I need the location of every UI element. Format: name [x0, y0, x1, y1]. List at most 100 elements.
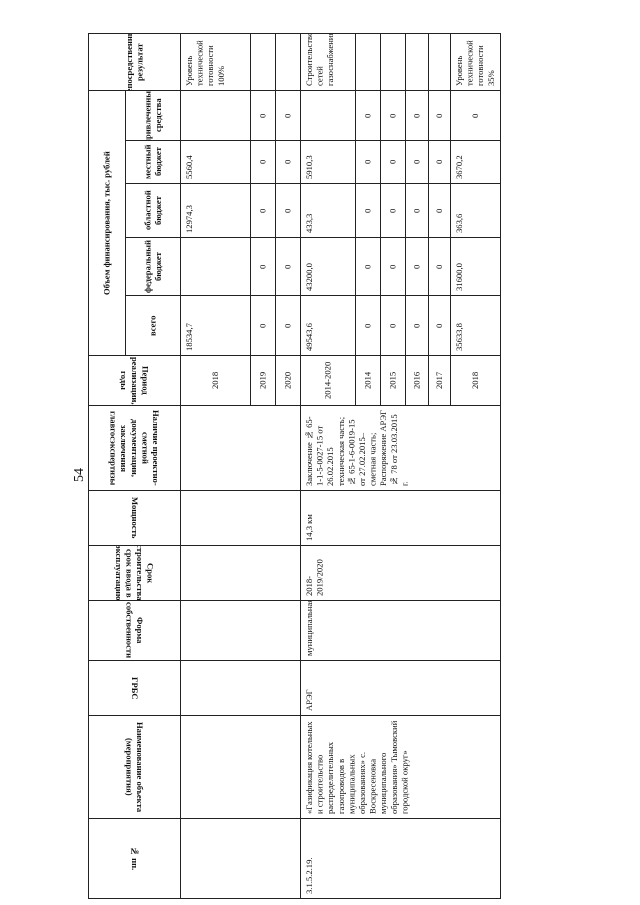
total-cell: 0 — [275, 295, 301, 356]
regional-cell-text: 0 — [362, 208, 373, 213]
empty-cell — [180, 660, 301, 716]
federal-cell-text: 43200,0 — [304, 263, 314, 291]
attracted-cell-text: 0 — [434, 113, 445, 118]
local-cell: 3670,2 — [450, 140, 501, 184]
total-cell-text: 0 — [282, 323, 293, 328]
federal-cell-text: 0 — [362, 264, 373, 269]
result-cell-text — [356, 34, 380, 90]
header-period: Период реализации, годы — [88, 355, 181, 406]
header-funding-text: Объем финансирования, тыс. рублей — [101, 151, 112, 295]
federal-cell-text: 0 — [411, 264, 422, 269]
header-federal: федеральный бюджет — [125, 237, 181, 296]
header-num-text: № пп. — [129, 846, 140, 871]
attracted-cell-text — [181, 91, 250, 140]
local-cell: 5910,3 — [300, 140, 356, 184]
header-psd: Наличие проектно-сметной документации, з… — [88, 405, 181, 491]
attracted-cell-text — [301, 91, 355, 140]
result-cell-text: Уровень технической готовности 100% — [184, 40, 226, 86]
attracted-cell: 0 — [450, 90, 501, 141]
total-cell: 18534,7 — [180, 295, 251, 356]
psd-cell-text: Заключение № 65-1-1-5-0027-15 от 26.02.2… — [304, 410, 410, 486]
result-cell — [405, 33, 429, 91]
total-cell: 0 — [355, 295, 381, 356]
federal-cell-text: 0 — [282, 264, 293, 269]
local-cell-text: 0 — [362, 159, 373, 165]
period-cell: 2017 — [428, 355, 451, 406]
header-total-text: всего — [147, 315, 158, 336]
local-cell-text: 0 — [282, 159, 293, 165]
federal-cell-text: 0 — [387, 264, 398, 269]
regional-cell: 363,6 — [450, 183, 501, 238]
ownership-cell-text: муниципальная — [304, 600, 314, 656]
federal-cell: 31600,0 — [450, 237, 501, 296]
empty-cell — [180, 818, 301, 899]
period-cell: 2019 — [250, 355, 276, 406]
empty-cell-text — [181, 601, 300, 660]
num-cell: 3.1.5.2.19. — [300, 818, 501, 899]
header-attracted-text: привлеченные средства — [142, 90, 163, 141]
attracted-cell-text: 0 — [470, 113, 481, 118]
total-cell-text: 49543,6 — [304, 323, 314, 351]
local-cell: 0 — [355, 140, 381, 184]
federal-cell-text: 31600,0 — [454, 263, 464, 291]
result-cell-text: Строительство сетей газоснабжения — [304, 33, 336, 86]
empty-cell — [180, 715, 301, 819]
header-local-text: местный бюджет — [142, 144, 163, 180]
federal-cell-text: 0 — [257, 264, 268, 269]
local-cell-text: 3670,2 — [454, 155, 464, 179]
capacity-cell: 14,3 км — [300, 490, 501, 546]
total-cell-text: 0 — [411, 323, 422, 328]
federal-cell: 0 — [250, 237, 276, 296]
header-ownership-text: Форма собственности — [124, 602, 146, 659]
header-regional: областной бюджет — [125, 183, 181, 238]
empty-cell — [180, 545, 301, 601]
empty-cell — [180, 405, 301, 491]
header-period-text: Период реализации, годы — [119, 356, 151, 405]
name-cell: «Газификация котельных и строительство р… — [300, 715, 501, 819]
period-cell-text: 2020 — [282, 371, 293, 390]
header-attracted: привлеченные средства — [125, 90, 181, 141]
result-cell: Строительство сетей газоснабжения — [300, 33, 356, 91]
attracted-cell-text: 0 — [362, 113, 373, 118]
attracted-cell-text: 0 — [387, 113, 398, 118]
local-cell-text: 0 — [411, 159, 422, 165]
empty-cell-text — [181, 716, 300, 818]
regional-cell-text: 12974,3 — [184, 205, 194, 233]
regional-cell-text: 0 — [387, 208, 398, 213]
federal-cell — [180, 237, 251, 296]
regional-cell: 0 — [355, 183, 381, 238]
period-cell: 2018 — [180, 355, 251, 406]
attracted-cell-text: 0 — [411, 113, 422, 118]
period-cell: 2014-2020 — [300, 355, 356, 406]
total-cell-text: 18534,7 — [184, 323, 194, 351]
result-cell-text — [406, 34, 428, 90]
local-cell: 0 — [405, 140, 429, 184]
period-cell: 2018 — [450, 355, 501, 406]
federal-cell: 43200,0 — [300, 237, 356, 296]
regional-cell-text: 0 — [411, 208, 422, 213]
header-federal-text: федеральный бюджет — [142, 240, 163, 293]
attracted-cell: 0 — [405, 90, 429, 141]
result-cell — [275, 33, 301, 91]
term-cell-text: 2018-2019/2020 — [304, 559, 325, 596]
header-result-text: Непосредственный результат — [123, 33, 145, 91]
grbs-cell-text: АРЭГ — [304, 689, 314, 711]
local-cell: 5560,4 — [180, 140, 251, 184]
attracted-cell: 0 — [355, 90, 381, 141]
empty-cell-text — [181, 661, 300, 715]
header-name-text: Наименование объекта (мероприятия) — [124, 721, 146, 813]
empty-cell-text — [181, 406, 300, 490]
header-num: № пп. — [88, 818, 181, 899]
header-total: всего — [125, 295, 181, 356]
local-cell-text: 0 — [257, 159, 268, 165]
header-capacity: Мощность — [88, 490, 181, 546]
attracted-cell-text: 0 — [257, 113, 268, 118]
header-term-text: Срок строительства/срок ввода в эксплуат… — [113, 545, 156, 601]
result-cell-text — [381, 34, 405, 90]
header-grbs: ГРБС — [88, 660, 181, 716]
period-cell-text: 2014-2020 — [322, 361, 333, 400]
period-cell: 2014 — [355, 355, 381, 406]
total-cell: 35633,8 — [450, 295, 501, 356]
grbs-cell: АРЭГ — [300, 660, 501, 716]
result-cell-text — [429, 34, 450, 90]
